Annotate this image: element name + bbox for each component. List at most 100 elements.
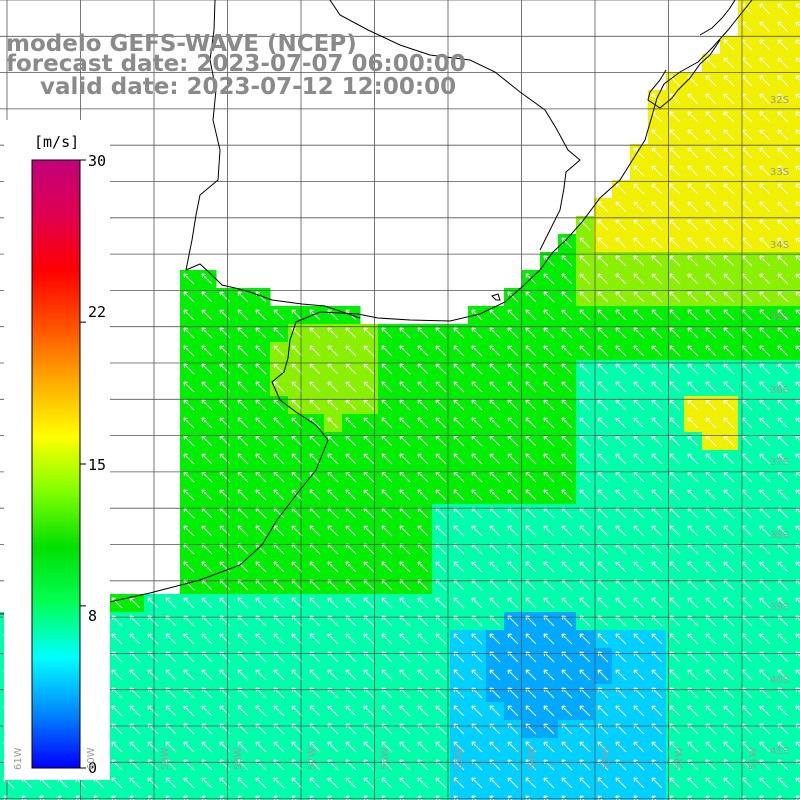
wind-arrow	[687, 237, 699, 249]
wind-arrow	[453, 525, 465, 537]
wind-arrow	[579, 399, 591, 411]
wind-arrow	[75, 795, 81, 800]
wind-arrow	[453, 435, 465, 447]
wind-arrow	[165, 795, 171, 800]
wind-arrow	[777, 597, 789, 609]
wind-arrow	[255, 705, 267, 717]
wind-cell	[738, 792, 757, 800]
wind-arrow	[291, 399, 303, 411]
wind-arrow	[201, 381, 213, 393]
lagoa-dos-patos	[647, 39, 721, 109]
wind-arrow	[507, 345, 519, 357]
wind-arrow	[363, 561, 375, 573]
wind-arrow	[687, 327, 699, 339]
wind-arrow	[705, 453, 717, 465]
wind-arrow	[219, 777, 231, 789]
wind-cell	[342, 792, 361, 800]
wind-arrow	[345, 435, 357, 447]
wind-cell	[792, 684, 800, 703]
wind-cell	[792, 702, 800, 721]
wind-arrow	[309, 615, 321, 627]
wind-arrow	[687, 525, 699, 537]
wind-arrow	[327, 777, 339, 789]
wind-arrow	[273, 381, 285, 393]
wind-arrow	[525, 795, 531, 800]
wind-arrow	[723, 183, 735, 195]
wind-arrow	[129, 633, 141, 645]
wind-arrow	[633, 183, 645, 195]
wind-arrow	[201, 795, 207, 800]
wind-arrow	[543, 489, 555, 501]
wind-arrow	[255, 741, 267, 753]
wind-arrow	[651, 597, 663, 609]
wind-arrow	[579, 273, 591, 285]
wind-arrow	[687, 453, 699, 465]
lon-label-57w: 57W	[307, 747, 318, 770]
wind-arrow	[795, 3, 800, 9]
wind-arrow	[201, 327, 213, 339]
title-valid-date: valid date: 2023-07-12 12:00:00	[40, 74, 457, 100]
wind-arrow	[651, 219, 663, 231]
wind-arrow	[129, 615, 141, 627]
wind-arrow	[201, 309, 213, 321]
wind-arrow	[759, 489, 771, 501]
wind-arrow	[237, 597, 249, 609]
lat-label-34s: 34S	[770, 240, 790, 251]
wind-arrow	[435, 669, 447, 681]
wind-arrow	[471, 345, 483, 357]
wind-arrow	[345, 489, 357, 501]
wind-arrow	[777, 165, 789, 177]
wind-cell	[792, 756, 800, 775]
wind-arrow	[309, 327, 321, 339]
wind-arrow	[543, 777, 555, 789]
wind-arrow	[489, 309, 501, 321]
wind-arrow	[543, 327, 555, 339]
wind-arrow	[327, 561, 339, 573]
wind-arrow	[345, 597, 357, 609]
wind-arrow	[651, 561, 663, 573]
wind-arrow	[705, 111, 717, 123]
wind-arrow	[435, 561, 447, 573]
wind-arrow	[561, 669, 573, 681]
colorbar-tick-0: 0	[88, 759, 98, 777]
wind-arrow	[93, 795, 99, 800]
wind-cell	[792, 90, 800, 109]
wind-arrow	[615, 237, 627, 249]
wind-arrow	[453, 363, 465, 375]
wind-arrow	[291, 417, 303, 429]
wind-arrow	[255, 561, 267, 573]
wind-arrow	[327, 597, 339, 609]
wind-arrow	[525, 291, 537, 303]
wind-arrow	[705, 327, 717, 339]
brazil-uruguay-border	[329, 0, 581, 251]
wind-arrow	[669, 435, 681, 447]
wind-arrow	[129, 705, 141, 717]
wind-arrow	[327, 381, 339, 393]
wind-arrow	[345, 363, 357, 375]
wind-arrow	[417, 381, 429, 393]
wind-arrow	[309, 453, 321, 465]
wind-arrow	[291, 381, 303, 393]
wind-arrow	[453, 381, 465, 393]
wind-arrow	[381, 435, 393, 447]
wind-arrow	[381, 795, 387, 800]
wind-arrow	[633, 201, 645, 213]
wind-arrow	[381, 597, 393, 609]
wind-arrow	[705, 669, 717, 681]
wind-arrow	[435, 435, 447, 447]
wind-arrow	[723, 129, 735, 141]
wind-arrow	[273, 327, 285, 339]
wind-arrow	[723, 417, 735, 429]
wind-arrow	[435, 795, 441, 800]
wind-arrow	[615, 291, 627, 303]
wind-arrow	[759, 615, 771, 627]
wind-arrow	[219, 381, 231, 393]
wind-arrow	[381, 561, 393, 573]
lat-label-37s: 37S	[770, 457, 790, 468]
wind-arrow	[723, 561, 735, 573]
wind-arrow	[579, 525, 591, 537]
wind-arrow	[723, 111, 735, 123]
wind-cell	[792, 342, 800, 361]
wind-arrow	[795, 615, 800, 621]
wind-arrow	[471, 399, 483, 411]
